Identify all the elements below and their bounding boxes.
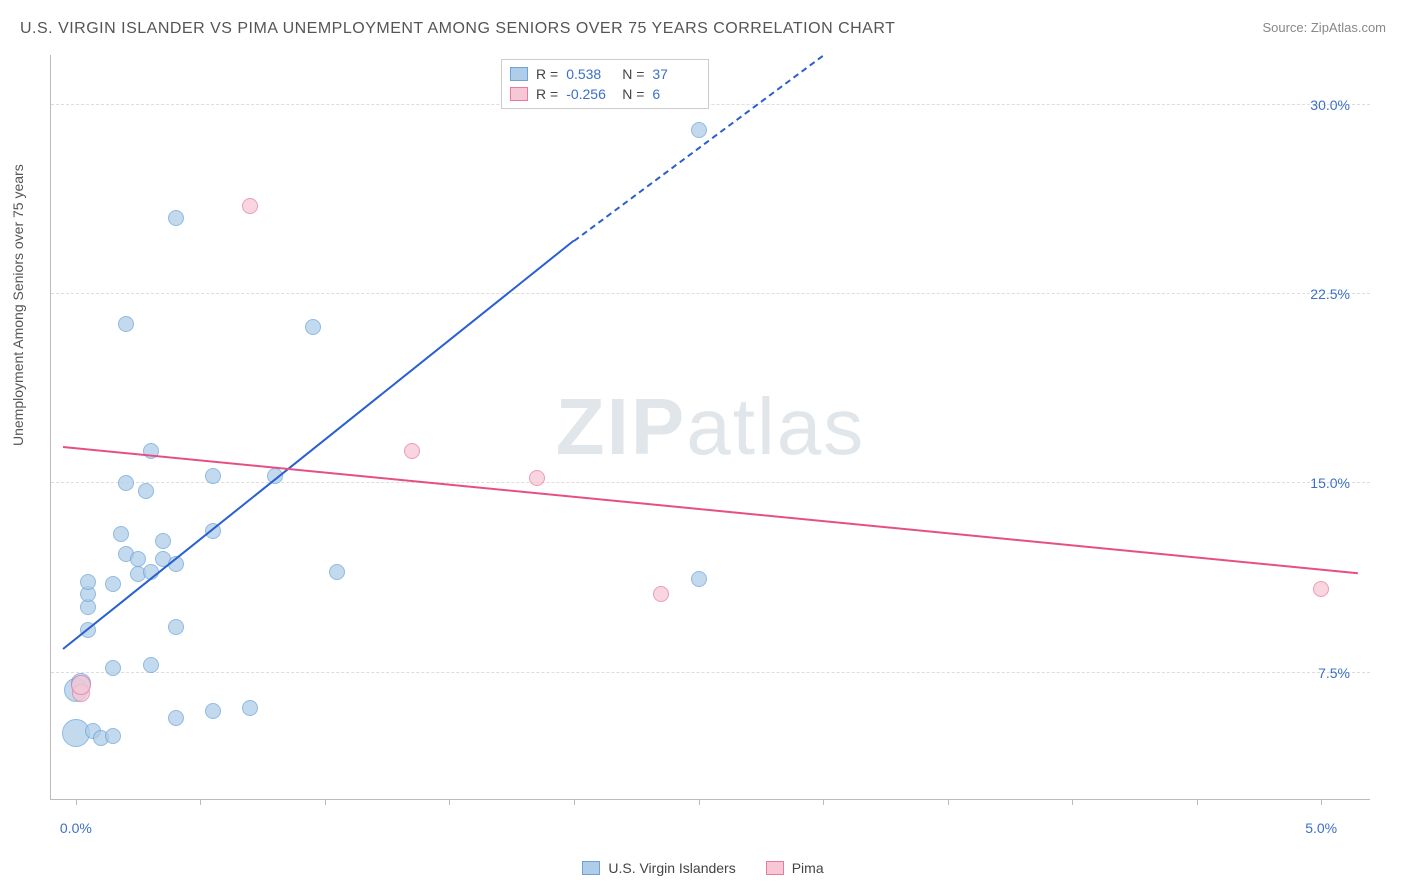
x-tick: [823, 799, 824, 805]
data-point: [105, 576, 121, 592]
x-tick: [1321, 799, 1322, 805]
swatch-series-1: [510, 87, 528, 101]
x-tick: [1072, 799, 1073, 805]
r-value-0: 0.538: [566, 66, 614, 82]
x-tick: [1197, 799, 1198, 805]
data-point: [305, 319, 321, 335]
data-point: [205, 703, 221, 719]
bottom-legend: U.S. Virgin Islanders Pima: [0, 860, 1406, 876]
y-axis-label: Unemployment Among Seniors over 75 years: [10, 164, 26, 446]
y-tick-label: 7.5%: [1318, 665, 1350, 681]
x-tick: [574, 799, 575, 805]
data-point: [1313, 581, 1329, 597]
data-point: [105, 660, 121, 676]
y-tick-label: 15.0%: [1310, 475, 1350, 491]
data-point: [80, 574, 96, 590]
n-label: N =: [622, 66, 644, 82]
data-point: [105, 728, 121, 744]
source-attribution: Source: ZipAtlas.com: [1262, 20, 1386, 35]
data-point: [155, 533, 171, 549]
data-point: [691, 122, 707, 138]
data-point: [143, 657, 159, 673]
data-point: [691, 571, 707, 587]
r-label: R =: [536, 66, 558, 82]
data-point: [113, 526, 129, 542]
legend-swatch-0: [582, 861, 600, 875]
x-tick-label: 0.0%: [60, 820, 92, 836]
data-point: [138, 483, 154, 499]
legend-item-1: Pima: [766, 860, 824, 876]
data-point: [168, 710, 184, 726]
data-point: [242, 700, 258, 716]
legend-label-1: Pima: [792, 860, 824, 876]
data-point: [404, 443, 420, 459]
stats-row-0: R = 0.538 N = 37: [510, 64, 700, 84]
data-point: [118, 475, 134, 491]
x-tick: [948, 799, 949, 805]
data-point: [71, 675, 91, 695]
data-point: [168, 619, 184, 635]
plot-area: ZIPatlas R = 0.538 N = 37 R = -0.256 N =…: [50, 55, 1370, 800]
data-point: [130, 551, 146, 567]
n-value-1: 6: [652, 86, 700, 102]
x-tick: [76, 799, 77, 805]
data-point: [168, 210, 184, 226]
r-value-1: -0.256: [566, 86, 614, 102]
chart-title: U.S. VIRGIN ISLANDER VS PIMA UNEMPLOYMEN…: [20, 20, 895, 38]
x-tick-label: 5.0%: [1305, 820, 1337, 836]
data-point: [329, 564, 345, 580]
swatch-series-0: [510, 67, 528, 81]
n-label: N =: [622, 86, 644, 102]
y-tick-label: 22.5%: [1310, 286, 1350, 302]
data-point: [653, 586, 669, 602]
y-tick-label: 30.0%: [1310, 97, 1350, 113]
r-label: R =: [536, 86, 558, 102]
data-point: [205, 468, 221, 484]
legend-item-0: U.S. Virgin Islanders: [582, 860, 735, 876]
data-point: [118, 316, 134, 332]
stats-legend: R = 0.538 N = 37 R = -0.256 N = 6: [501, 59, 709, 109]
x-tick: [200, 799, 201, 805]
x-tick: [449, 799, 450, 805]
stats-row-1: R = -0.256 N = 6: [510, 84, 700, 104]
n-value-0: 37: [652, 66, 700, 82]
data-point: [529, 470, 545, 486]
legend-label-0: U.S. Virgin Islanders: [608, 860, 735, 876]
legend-swatch-1: [766, 861, 784, 875]
x-tick: [699, 799, 700, 805]
x-tick: [325, 799, 326, 805]
data-point: [242, 198, 258, 214]
